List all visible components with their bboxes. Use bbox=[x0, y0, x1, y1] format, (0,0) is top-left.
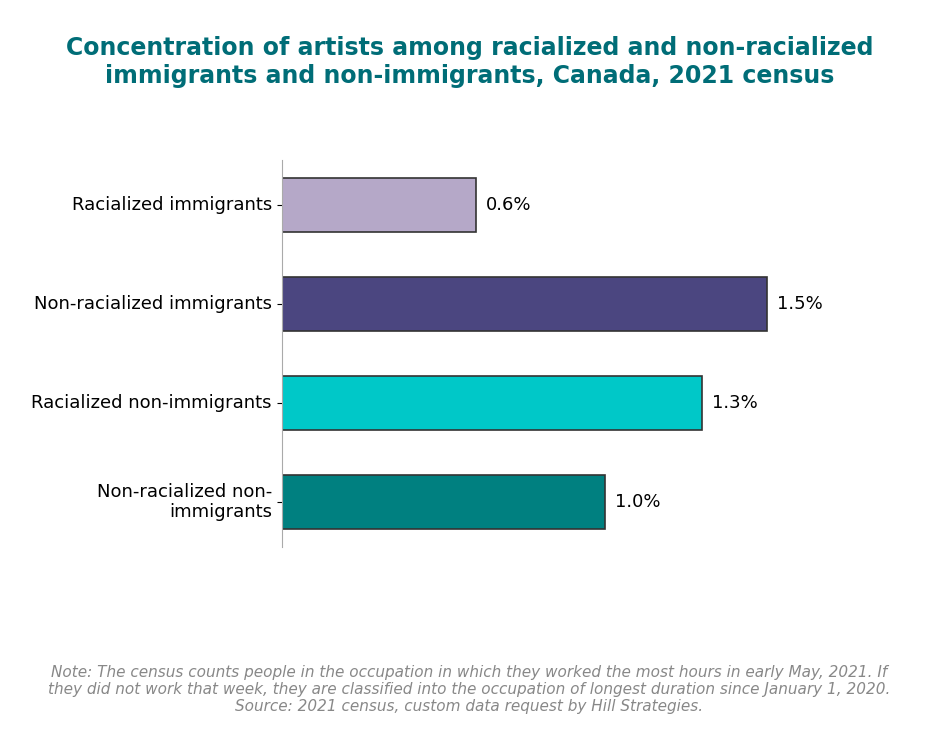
Text: 1.0%: 1.0% bbox=[615, 493, 660, 511]
Bar bbox=[282, 376, 702, 430]
Text: 1.5%: 1.5% bbox=[777, 295, 823, 313]
Bar bbox=[282, 277, 767, 331]
Text: 0.6%: 0.6% bbox=[485, 196, 531, 214]
Bar bbox=[282, 178, 476, 233]
Text: 1.3%: 1.3% bbox=[712, 394, 758, 412]
Text: Note: The census counts people in the occupation in which they worked the most h: Note: The census counts people in the oc… bbox=[48, 665, 891, 714]
Bar bbox=[282, 475, 605, 529]
Text: Concentration of artists among racialized and non-racialized
immigrants and non-: Concentration of artists among racialize… bbox=[66, 36, 873, 88]
